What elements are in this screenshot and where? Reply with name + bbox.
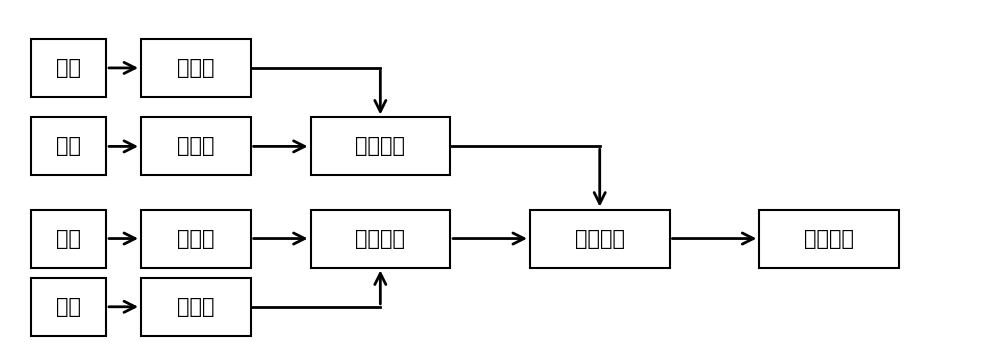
Text: 水解装置: 水解装置 — [804, 228, 854, 248]
Text: 原料: 原料 — [56, 137, 81, 157]
Bar — [31, 278, 106, 336]
Bar — [311, 209, 450, 268]
Text: 原料: 原料 — [56, 228, 81, 248]
Bar — [141, 278, 251, 336]
Bar — [141, 117, 251, 175]
Bar — [31, 39, 106, 97]
Text: 微反应器: 微反应器 — [355, 137, 405, 157]
Bar — [530, 209, 670, 268]
Text: 计量泵: 计量泵 — [177, 58, 215, 78]
Bar — [141, 39, 251, 97]
Bar — [759, 209, 899, 268]
Text: 微反应器: 微反应器 — [355, 228, 405, 248]
Bar — [141, 209, 251, 268]
Text: 原料: 原料 — [56, 297, 81, 317]
Text: 微反应器: 微反应器 — [575, 228, 625, 248]
Text: 计量泵: 计量泵 — [177, 297, 215, 317]
Bar — [311, 117, 450, 175]
Bar — [31, 209, 106, 268]
Bar — [31, 117, 106, 175]
Text: 计量泵: 计量泵 — [177, 137, 215, 157]
Text: 计量泵: 计量泵 — [177, 228, 215, 248]
Text: 原料: 原料 — [56, 58, 81, 78]
